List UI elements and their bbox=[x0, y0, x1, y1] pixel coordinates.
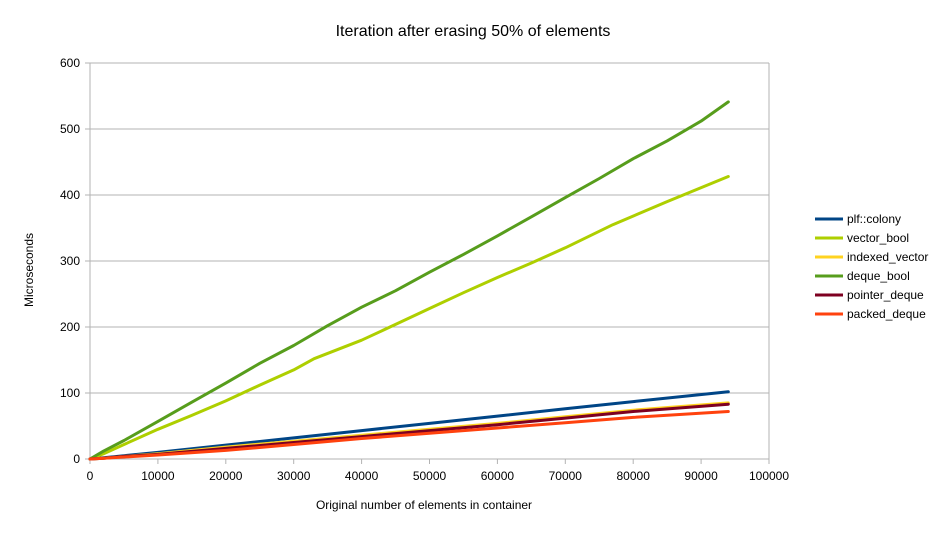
y-tick-label: 0 bbox=[73, 452, 80, 466]
x-tick-label: 70000 bbox=[549, 469, 583, 483]
x-tick-label: 30000 bbox=[277, 469, 311, 483]
y-tick-label: 600 bbox=[60, 56, 80, 70]
gridlines bbox=[90, 62, 769, 460]
y-tick-label: 500 bbox=[60, 122, 80, 136]
x-tick-label: 40000 bbox=[345, 469, 379, 483]
legend-label-packed-deque: packed_deque bbox=[847, 307, 926, 321]
x-tick-label: 60000 bbox=[481, 469, 515, 483]
x-axis-title: Original number of elements in container bbox=[316, 498, 532, 512]
y-tick-label: 100 bbox=[60, 386, 80, 400]
x-tick-label: 90000 bbox=[684, 469, 718, 483]
legend: plf::colonyvector_boolindexed_vectordequ… bbox=[815, 212, 928, 321]
x-tick-label: 50000 bbox=[413, 469, 447, 483]
series-lines bbox=[88, 100, 730, 461]
y-tick-label: 300 bbox=[60, 254, 80, 268]
series-line-vector-bool bbox=[88, 175, 730, 461]
legend-label-deque-bool: deque_bool bbox=[847, 269, 910, 283]
y-tick-label: 400 bbox=[60, 188, 80, 202]
chart-title: Iteration after erasing 50% of elements bbox=[336, 23, 611, 40]
x-tick-label: 10000 bbox=[141, 469, 175, 483]
x-tick-label: 80000 bbox=[617, 469, 651, 483]
x-tick-label: 20000 bbox=[209, 469, 243, 483]
y-axis-title: Microseconds bbox=[22, 233, 36, 307]
y-tick-label: 200 bbox=[60, 320, 80, 334]
legend-label-vector-bool: vector_bool bbox=[847, 231, 909, 245]
x-tick-label: 100000 bbox=[749, 469, 789, 483]
legend-label-pointer-deque: pointer_deque bbox=[847, 288, 924, 302]
x-tick-label: 0 bbox=[87, 469, 94, 483]
series-line-packed-deque bbox=[88, 410, 730, 461]
series-line-deque-bool bbox=[88, 100, 730, 461]
legend-label-plf-colony: plf::colony bbox=[847, 212, 901, 226]
legend-label-indexed-vector: indexed_vector bbox=[847, 250, 928, 264]
axes: 0 100 200 300 400 500 600 0 10000 20000 30000 40000… bbox=[60, 56, 789, 483]
